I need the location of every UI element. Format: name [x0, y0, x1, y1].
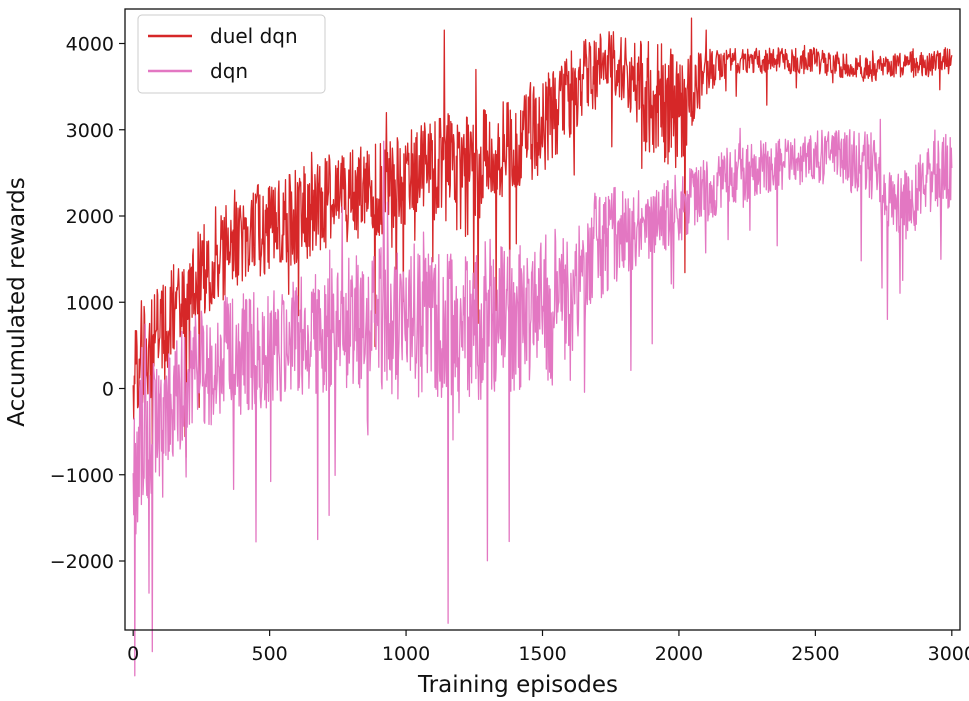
- series-line-dqn: [132, 118, 953, 677]
- x-tick-label: 500: [251, 643, 287, 665]
- series-line-duel-dqn: [132, 17, 953, 458]
- x-axis: 0 500 1000 1500 2000 2500 3000: [127, 630, 969, 665]
- x-tick-label: 1000: [382, 643, 430, 665]
- x-tick-label: 1500: [518, 643, 566, 665]
- x-axis-title: Training episodes: [417, 672, 618, 698]
- legend-label-duel-dqn: duel dqn: [210, 24, 298, 48]
- y-tick-label: 3000: [66, 120, 114, 142]
- y-tick-label: −1000: [50, 465, 114, 487]
- x-tick-label: 3000: [928, 643, 969, 665]
- y-tick-label: 0: [102, 379, 114, 401]
- legend-label-dqn: dqn: [210, 59, 248, 83]
- y-axis-title: Accumulated rewards: [4, 177, 30, 426]
- y-tick-label: 4000: [66, 34, 114, 56]
- series-layer: [132, 17, 953, 677]
- x-tick-label: 2500: [791, 643, 839, 665]
- legend: duel dqn dqn: [137, 14, 326, 94]
- x-tick-label: 2000: [655, 643, 703, 665]
- y-tick-label: 1000: [66, 292, 114, 314]
- legend-box: [137, 14, 326, 94]
- y-tick-label: −2000: [50, 551, 114, 573]
- y-axis: −2000 −1000 0 1000 2000 3000 4000: [50, 34, 125, 573]
- x-tick-label: 0: [127, 643, 139, 665]
- y-tick-label: 2000: [66, 206, 114, 228]
